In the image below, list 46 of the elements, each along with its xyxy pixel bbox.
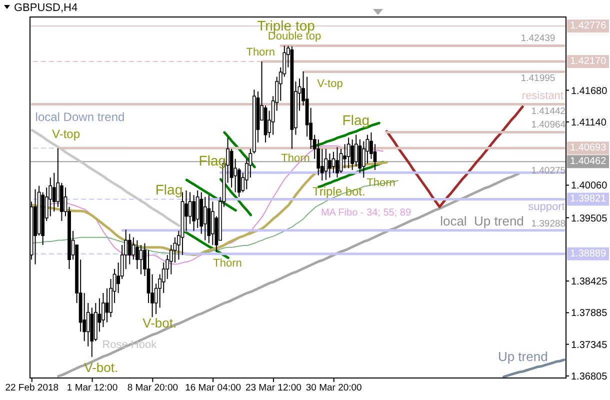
annotation: V-bot. bbox=[142, 316, 177, 330]
ref-line-label: 1.42776 bbox=[570, 20, 607, 32]
x-tick-label: 30 Mar 20:00 bbox=[306, 382, 362, 394]
x-tick-label: 8 Mar 20:00 bbox=[127, 382, 178, 394]
ref-line-label: 1.39821 bbox=[570, 194, 607, 205]
annotation: V-bot. bbox=[84, 360, 118, 375]
x-tick-label: 1 Mar 12:00 bbox=[66, 382, 118, 394]
ref-line-label: 1.38889 bbox=[570, 248, 607, 260]
annotation: 1.39288 bbox=[531, 218, 566, 230]
chart-title: GBPUSD,H4 bbox=[14, 2, 78, 14]
annotation: Flag bbox=[155, 181, 183, 198]
annotation: 1.42439 bbox=[520, 32, 556, 44]
annotation: Flag bbox=[342, 112, 370, 128]
y-tick-label: 1.41680 bbox=[571, 86, 608, 97]
y-tick-label: 1.39505 bbox=[571, 213, 608, 224]
annotation: Thorn bbox=[246, 46, 275, 58]
annotation: local Up trend bbox=[440, 213, 524, 228]
ref-line-label: 1.40462 bbox=[570, 156, 607, 168]
y-tick-label: 1.40060 bbox=[571, 180, 608, 192]
x-tick-label: 16 Mar 04:00 bbox=[185, 382, 242, 394]
annotation: resistant bbox=[522, 90, 564, 102]
x-tick-label: 23 Mar 12:00 bbox=[245, 382, 302, 394]
annotation: V-top bbox=[52, 127, 80, 141]
annotation: V-top bbox=[317, 78, 343, 90]
annotation: Thorn bbox=[213, 258, 242, 270]
annotation: local Down trend bbox=[35, 110, 125, 124]
y-tick-label: 1.36805 bbox=[571, 372, 608, 382]
annotation: Flag bbox=[198, 152, 226, 169]
annotation: 1.40964 bbox=[531, 120, 566, 130]
annotation: 1.40275 bbox=[531, 166, 566, 177]
annotation: Rose Hook bbox=[102, 339, 158, 352]
y-tick-label: 1.37345 bbox=[571, 340, 608, 351]
ref-line-label: 1.42170 bbox=[570, 56, 607, 68]
annotation: Triple bot. bbox=[312, 184, 366, 199]
annotation: support bbox=[528, 201, 565, 213]
annotation: Thorn bbox=[281, 152, 310, 165]
annotation: MA Fibo - 34; 55; 89 bbox=[320, 208, 412, 218]
annotation: 1.41442 bbox=[531, 106, 566, 117]
annotation: Up trend bbox=[498, 349, 548, 364]
y-tick-label: 1.41140 bbox=[571, 117, 607, 128]
annotation: Thorn bbox=[366, 177, 396, 189]
ref-line-label: 1.40693 bbox=[570, 142, 607, 154]
x-tick-label: 22 Feb 2018 bbox=[5, 382, 59, 394]
annotation: 1.41995 bbox=[520, 73, 556, 84]
y-tick-label: 1.37885 bbox=[571, 308, 608, 320]
y-tick-label: 1.38425 bbox=[571, 276, 608, 288]
